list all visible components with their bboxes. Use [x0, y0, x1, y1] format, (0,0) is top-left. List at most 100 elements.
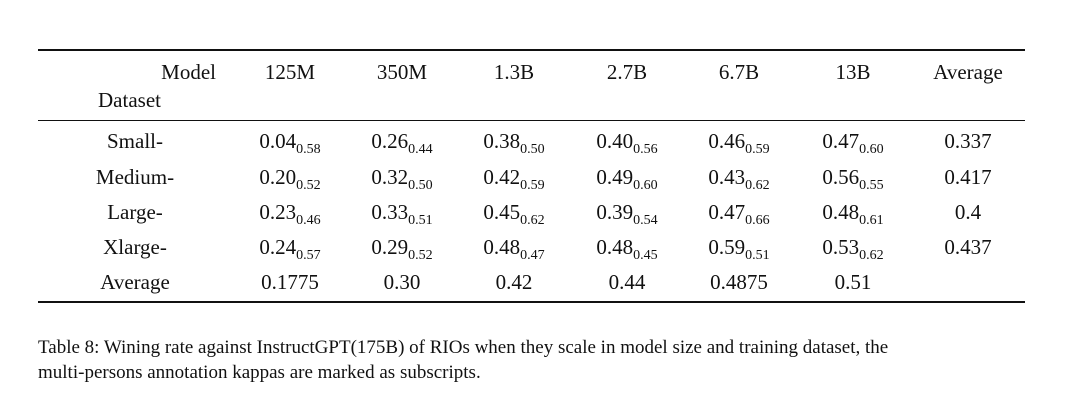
cell-subscript: 0.66 — [745, 213, 770, 228]
cell-value: 0.32 — [371, 165, 409, 189]
cell-value: 0.42 — [483, 165, 521, 189]
cell-value: 0.47 — [708, 200, 746, 224]
cell-subscript: 0.62 — [745, 178, 770, 193]
cell-subscript: 0.62 — [520, 213, 545, 228]
cell-subscript: 0.59 — [745, 142, 770, 157]
cell: 0.480.45 — [596, 235, 657, 263]
cell-value: 0.29 — [371, 235, 409, 259]
column-header: 13B — [835, 60, 871, 84]
cell-subscript: 0.62 — [859, 248, 884, 263]
column-average: 0.42 — [495, 270, 533, 294]
cell-subscript: 0.51 — [745, 248, 770, 263]
cell-subscript: 0.60 — [859, 142, 884, 157]
bottom-rule — [38, 301, 1025, 303]
cell: 0.380.50 — [483, 129, 544, 157]
top-rule — [38, 49, 1025, 51]
cell-value: 0.49 — [596, 165, 634, 189]
cell: 0.430.62 — [708, 165, 769, 193]
column-average: 0.4875 — [710, 270, 768, 294]
cell-subscript: 0.52 — [408, 248, 433, 263]
row-average: 0.4 — [954, 200, 982, 224]
cell: 0.490.60 — [596, 165, 657, 193]
column-average: 0.30 — [383, 270, 421, 294]
cell-value: 0.23 — [259, 200, 297, 224]
cell-value: 0.48 — [822, 200, 860, 224]
cell-subscript: 0.44 — [408, 142, 433, 157]
cell: 0.260.44 — [371, 129, 432, 157]
cell-subscript: 0.50 — [520, 142, 545, 157]
cell: 0.230.46 — [259, 200, 320, 228]
cell-subscript: 0.57 — [296, 248, 321, 263]
cell-value: 0.43 — [708, 165, 746, 189]
cell: 0.470.60 — [822, 129, 883, 157]
column-average: 0.1775 — [261, 270, 319, 294]
cell-value: 0.40 — [596, 129, 634, 153]
row-average: 0.437 — [944, 235, 992, 259]
row-label: Small- — [107, 129, 163, 153]
corner-bottom: Dataset — [98, 88, 161, 112]
cell-subscript: 0.60 — [633, 178, 658, 193]
cell-subscript: 0.46 — [296, 213, 321, 228]
cell: 0.450.62 — [483, 200, 544, 228]
cell: 0.330.51 — [371, 200, 432, 228]
cell: 0.560.55 — [822, 165, 883, 193]
caption-line: multi-persons annotation kappas are mark… — [38, 362, 481, 383]
column-header: 2.7B — [606, 60, 648, 84]
row-label: Medium- — [95, 165, 175, 189]
cell-value: 0.04 — [259, 129, 297, 153]
cell-subscript: 0.47 — [520, 248, 545, 263]
row-average: 0.337 — [944, 129, 992, 153]
cell: 0.320.50 — [371, 165, 432, 193]
cell-subscript: 0.59 — [520, 178, 545, 193]
cell-value: 0.24 — [259, 235, 297, 259]
column-header: 125M — [264, 60, 316, 84]
column-header: 6.7B — [718, 60, 760, 84]
row-average: 0.417 — [944, 165, 992, 189]
cell: 0.470.66 — [708, 200, 769, 228]
row-label: Average — [100, 270, 170, 294]
cell-value: 0.39 — [596, 200, 634, 224]
column-header: 1.3B — [493, 60, 535, 84]
column-average: 0.51 — [834, 270, 872, 294]
cell-value: 0.59 — [708, 235, 746, 259]
cell-value: 0.20 — [259, 165, 297, 189]
cell: 0.390.54 — [596, 200, 657, 228]
mid-rule — [38, 120, 1025, 121]
cell-value: 0.48 — [596, 235, 634, 259]
cell-subscript: 0.54 — [633, 213, 658, 228]
cell-value: 0.26 — [371, 129, 409, 153]
cell: 0.530.62 — [822, 235, 883, 263]
cell-subscript: 0.51 — [408, 213, 433, 228]
cell-value: 0.53 — [822, 235, 860, 259]
cell: 0.240.57 — [259, 235, 320, 263]
cell: 0.590.51 — [708, 235, 769, 263]
cell: 0.420.59 — [483, 165, 544, 193]
cell-value: 0.33 — [371, 200, 409, 224]
row-label: Large- — [107, 200, 163, 224]
cell: 0.400.56 — [596, 129, 657, 157]
cell: 0.480.61 — [822, 200, 883, 228]
cell: 0.200.52 — [259, 165, 320, 193]
cell-subscript: 0.45 — [633, 248, 658, 263]
cell-subscript: 0.56 — [633, 142, 658, 157]
caption-line: Table 8: Wining rate against InstructGPT… — [38, 337, 889, 358]
column-header: 350M — [376, 60, 428, 84]
cell-value: 0.45 — [483, 200, 521, 224]
cell-subscript: 0.55 — [859, 178, 884, 193]
cell: 0.480.47 — [483, 235, 544, 263]
row-label: Xlarge- — [103, 235, 167, 259]
corner-top: Model — [161, 60, 216, 84]
cell-subscript: 0.58 — [296, 142, 321, 157]
cell-value: 0.48 — [483, 235, 521, 259]
cell-subscript: 0.50 — [408, 178, 433, 193]
cell-value: 0.46 — [708, 129, 746, 153]
cell: 0.290.52 — [371, 235, 432, 263]
cell-value: 0.38 — [483, 129, 521, 153]
cell: 0.460.59 — [708, 129, 769, 157]
cell-subscript: 0.61 — [859, 213, 884, 228]
column-average: 0.44 — [608, 270, 646, 294]
cell-value: 0.47 — [822, 129, 860, 153]
cell-value: 0.56 — [822, 165, 860, 189]
cell-subscript: 0.52 — [296, 178, 321, 193]
